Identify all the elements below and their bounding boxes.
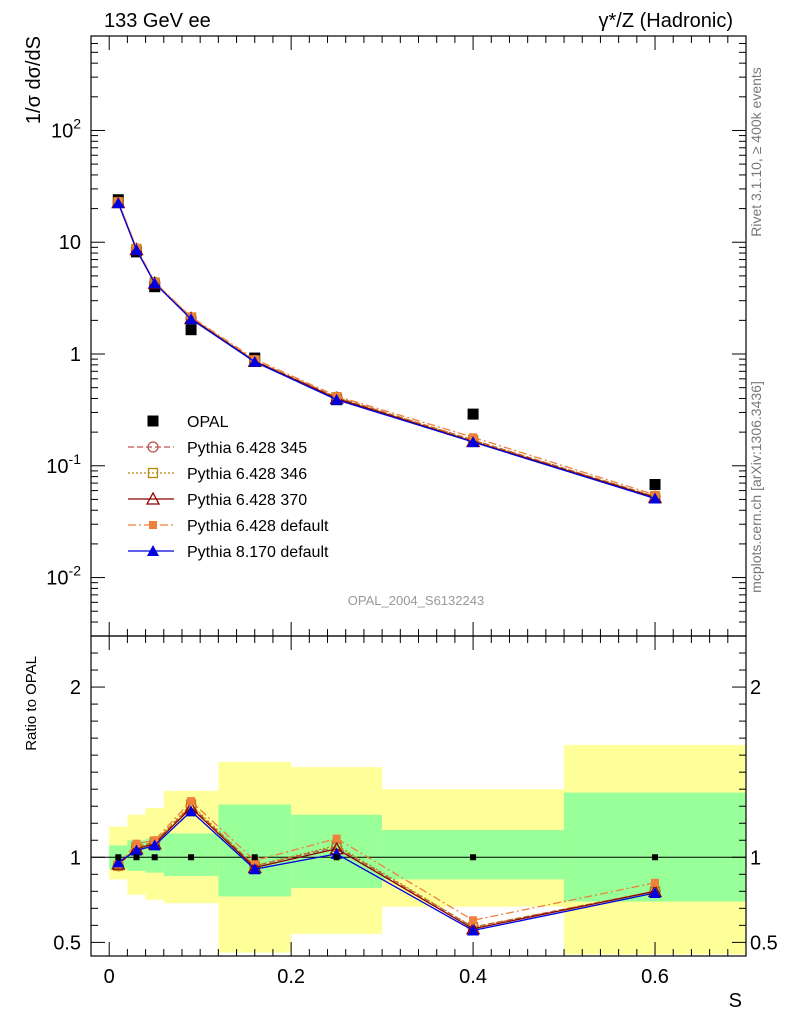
ratio-data-point [151,854,158,861]
ratio-data-point [188,854,195,861]
mc-point [112,197,125,209]
ratio-point [130,844,143,856]
ratio-point [250,856,259,865]
ratio-point [248,863,261,875]
data-point [185,324,197,336]
x-tick-label: 0.6 [641,966,669,988]
watermark: OPAL_2004_S6132243 [348,593,484,608]
mc-point [248,355,261,367]
legend-marker [149,521,157,529]
ratio-y-tick-label: 2 [70,677,81,699]
legend-marker [147,415,159,427]
x-tick-label: 0 [104,966,115,988]
legend-label: Pythia 8.170 default [187,544,329,561]
ratio-line [117,800,656,921]
ratio-y-tick-label-right: 0.5 [750,932,778,954]
mc-point [649,492,662,504]
ratio-ylabel: Ratio to OPAL [23,656,40,751]
ratio-data-point [652,854,659,861]
ratio-point [185,805,198,817]
data-point [649,479,661,491]
series-line [117,202,656,500]
ratio-data-point [251,854,258,861]
x-tick-label: 0.4 [459,966,487,988]
rivet-label: Rivet 3.1.10, ≥ 400k events [748,67,764,237]
main-series-layer [111,194,663,504]
ratio-point [467,924,480,936]
y-tick-label: 10 [59,232,81,254]
mc-point [185,313,198,325]
mcplots-label: mcplots.cern.ch [arXiv:1306.3436] [748,381,764,593]
series-line [117,201,656,496]
ratio-y-tick-label-right: 2 [750,677,761,699]
legend-label: Pythia 6.428 default [187,518,329,535]
legend-marker [147,441,159,453]
mc-point [467,436,480,448]
ratio-point [332,834,341,843]
header-right: γ*/Z (Hadronic) [599,10,733,32]
legend-marker [145,491,161,505]
axes-layer: 10-2 10-1 1 10 102 0 0.2 0.4 0.6 0.5 0.5 1 1 2 2 [46,35,778,988]
y-tick-label: 10-2 [46,563,81,590]
mc-point [130,243,143,255]
ratio-y-tick-label: 0.5 [53,932,81,954]
y-tick-label: 102 [51,115,81,142]
legend-marker [147,467,159,479]
xlabel: S [729,990,742,1012]
ratio-data-point [115,854,122,861]
ratio-point [649,887,662,899]
x-tick-label: 0.2 [277,966,305,988]
legend: OPAL Pythia 6.428 345 Pythia 6.428 346 Pyth… [128,414,329,561]
ratio-y-tick-label-right: 1 [750,847,761,869]
ratio-data-point [470,854,477,861]
ratio-y-tick-label: 1 [70,847,81,869]
ratio-point [651,878,660,887]
header-left: 133 GeV ee [104,10,211,32]
data-point [467,408,479,420]
y-tick-label: 10-1 [46,451,81,478]
ratio-point [187,797,196,806]
ratio-point [112,856,125,868]
main-ylabel: 1/σ dσ/dS [23,36,45,124]
ratio-data-point [133,854,140,861]
legend-label: Pythia 6.428 346 [187,466,307,483]
ratio-layer [91,744,746,955]
stat-uncertainty-band [218,804,292,897]
legend-label: Pythia 6.428 370 [187,492,307,509]
ratio-point [469,916,478,925]
legend-label: Pythia 6.428 345 [187,440,307,457]
ratio-point [148,839,161,851]
mc-point [148,277,161,289]
legend-marker [147,545,159,556]
ratio-line [117,810,656,932]
ratio-data-point [333,854,340,861]
legend-label: OPAL [187,414,229,431]
ratio-point [132,839,141,848]
y-tick-label: 1 [70,344,81,366]
mc-point [330,393,343,405]
